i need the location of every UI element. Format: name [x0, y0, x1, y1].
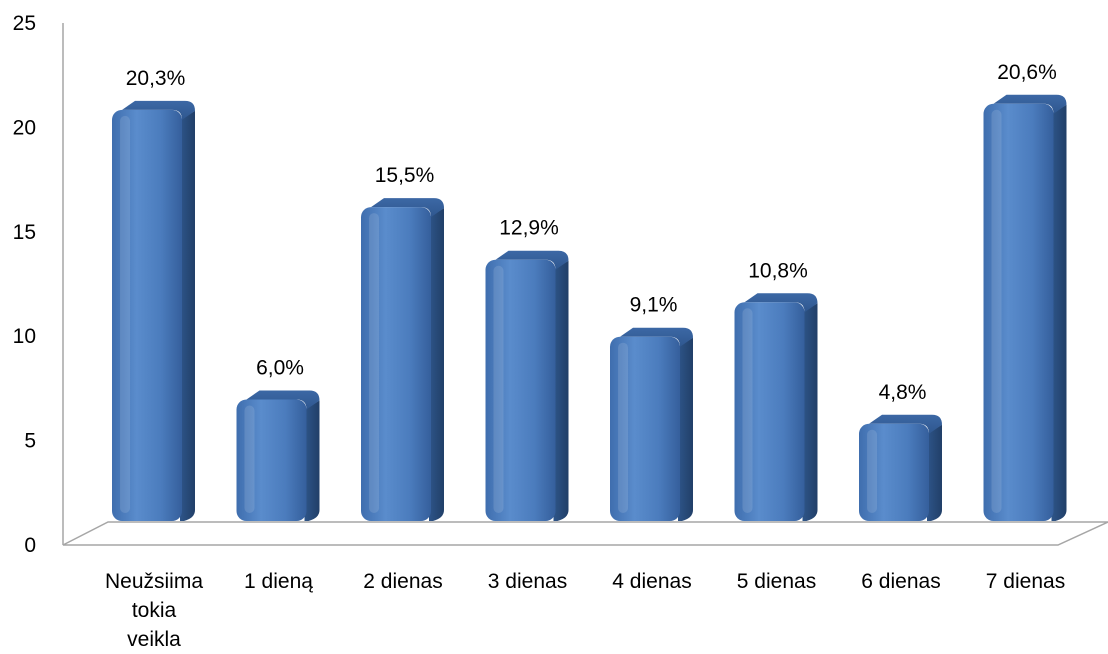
- bar-front: [734, 302, 805, 521]
- bar-highlight: [991, 109, 1002, 513]
- category-label: 2 dienas: [363, 570, 442, 593]
- category-label-line: 3 dienas: [488, 570, 567, 593]
- category-label: 6 dienas: [861, 570, 940, 593]
- category-label: 7 dienas: [986, 570, 1065, 593]
- bar-side: [802, 303, 818, 521]
- data-label: 20,3%: [126, 67, 186, 90]
- bar: [734, 293, 818, 521]
- data-label: 12,9%: [499, 217, 559, 240]
- bar-front: [983, 103, 1054, 521]
- bar-side: [304, 400, 320, 521]
- data-label: 20,6%: [997, 61, 1057, 84]
- category-label-line: 1 dieną: [244, 570, 313, 593]
- bar-side: [553, 260, 569, 521]
- bar-top: [122, 100, 195, 120]
- bar: [859, 414, 942, 521]
- y-tick-label: 25: [13, 12, 36, 35]
- bar-front: [236, 399, 307, 521]
- bar-top: [246, 390, 320, 410]
- bar-highlight: [867, 429, 877, 513]
- bar-front: [112, 109, 182, 521]
- bar-side: [927, 424, 942, 521]
- category-label-line: 2 dienas: [363, 570, 442, 593]
- bar-front: [361, 207, 431, 521]
- data-label: 6,0%: [256, 356, 304, 379]
- category-label: 5 dienas: [737, 570, 816, 593]
- bar: [112, 100, 195, 521]
- category-label: 3 dienas: [488, 570, 567, 593]
- data-label: 4,8%: [879, 381, 927, 404]
- bar-top: [744, 293, 818, 313]
- bar-highlight: [369, 213, 379, 513]
- bar: [236, 390, 320, 521]
- chart-floor: [62, 521, 1108, 546]
- category-label: Neužsiima tokia veikla: [105, 570, 203, 651]
- bar-top: [371, 198, 444, 218]
- bar-highlight: [244, 405, 255, 513]
- bar-top: [869, 414, 942, 434]
- category-label-line: 4 dienas: [612, 570, 691, 593]
- bar-front: [859, 423, 929, 521]
- bar-side: [429, 208, 444, 521]
- axes: [62, 23, 1108, 546]
- data-label: 9,1%: [630, 294, 678, 317]
- bar: [610, 327, 693, 521]
- bar-top: [620, 327, 693, 347]
- y-tick-label: 15: [13, 221, 36, 244]
- bar: [361, 198, 444, 521]
- bar-top: [993, 94, 1067, 114]
- data-label: 15,5%: [375, 164, 435, 187]
- category-label-line: 7 dienas: [986, 570, 1065, 593]
- bar-highlight: [742, 308, 753, 513]
- category-label-line: tokia: [132, 599, 177, 622]
- labels: 0 5 10 15 20 25 20,3% Neužsiima tokia veikla 6,0% 1…: [13, 12, 1066, 651]
- bar-front: [610, 336, 680, 521]
- category-label-line: veikla: [127, 628, 181, 651]
- bar-highlight: [618, 342, 628, 513]
- bar-side: [1051, 104, 1067, 521]
- bar-side: [678, 337, 693, 521]
- data-label: 10,8%: [748, 259, 808, 282]
- bars: [112, 94, 1067, 521]
- bar-front: [485, 259, 556, 521]
- bar-highlight: [493, 265, 504, 513]
- category-label-line: 5 dienas: [737, 570, 816, 593]
- bar: [983, 94, 1067, 521]
- bar-highlight: [120, 115, 130, 513]
- bar: [485, 250, 569, 521]
- category-label: 4 dienas: [612, 570, 691, 593]
- y-tick-label: 0: [24, 534, 36, 557]
- bar-top: [495, 250, 569, 270]
- category-label-line: 6 dienas: [861, 570, 940, 593]
- y-tick-label: 20: [13, 116, 36, 139]
- category-label: 1 dieną: [244, 570, 313, 593]
- y-tick-label: 10: [13, 325, 36, 348]
- bar-side: [180, 110, 195, 521]
- y-tick-label: 5: [24, 430, 36, 453]
- category-label-line: Neužsiima: [105, 570, 203, 593]
